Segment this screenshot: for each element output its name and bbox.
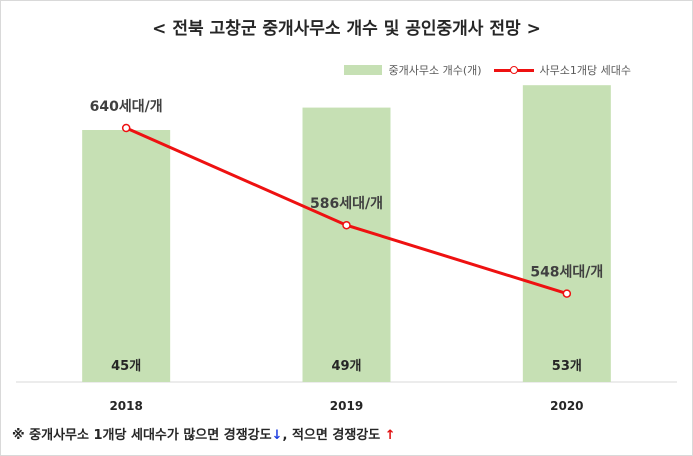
line-label-2018: 640세대/개 <box>90 99 163 115</box>
footnote-middle: , 적으면 경쟁강도 <box>282 428 385 443</box>
legend-item-line: 사무소1개당 세대수 <box>493 62 631 78</box>
legend-line-label: 사무소1개당 세대수 <box>539 64 631 77</box>
x-tick-2018: 2018 <box>109 399 142 413</box>
bar-2018 <box>82 130 171 382</box>
line-point-2018 <box>121 123 131 133</box>
legend-line-swatch <box>493 65 534 75</box>
line-point-2019 <box>342 220 351 230</box>
line-label-2019: 586세대/개 <box>310 196 383 212</box>
legend: 중개사무소 개수(개) 사무소1개당 세대수 <box>332 62 631 78</box>
legend-item-bar: 중개사무소 개수(개) <box>344 62 482 78</box>
up-arrow-icon: ↑ <box>384 428 396 443</box>
legend-bar-label: 중개사무소 개수(개) <box>388 64 482 77</box>
bar-2019 <box>302 107 391 382</box>
down-arrow-icon: ↓ <box>271 428 283 443</box>
footnote-prefix: ※ 중개사무소 1개당 세대수가 많으면 경쟁강도 <box>12 428 272 443</box>
chart-title: < 전북 고창군 중개사무소 개수 및 공인중개사 전망 > <box>152 19 541 39</box>
bar-2020 <box>522 85 611 382</box>
line-point-2020 <box>562 289 572 298</box>
footnote: ※ 중개사무소 1개당 세대수가 많으면 경쟁강도↓, 적으면 경쟁강도 ↑ <box>12 424 396 443</box>
bar-label-2019: 49개 <box>331 359 361 374</box>
x-tick-2020: 2020 <box>550 399 583 413</box>
line-label-2020: 548세대/개 <box>530 265 603 281</box>
bar-label-2020: 53개 <box>552 359 582 374</box>
legend-bar-swatch <box>344 65 383 75</box>
bar-label-2018: 45개 <box>111 359 141 374</box>
x-tick-2019: 2019 <box>330 399 363 413</box>
